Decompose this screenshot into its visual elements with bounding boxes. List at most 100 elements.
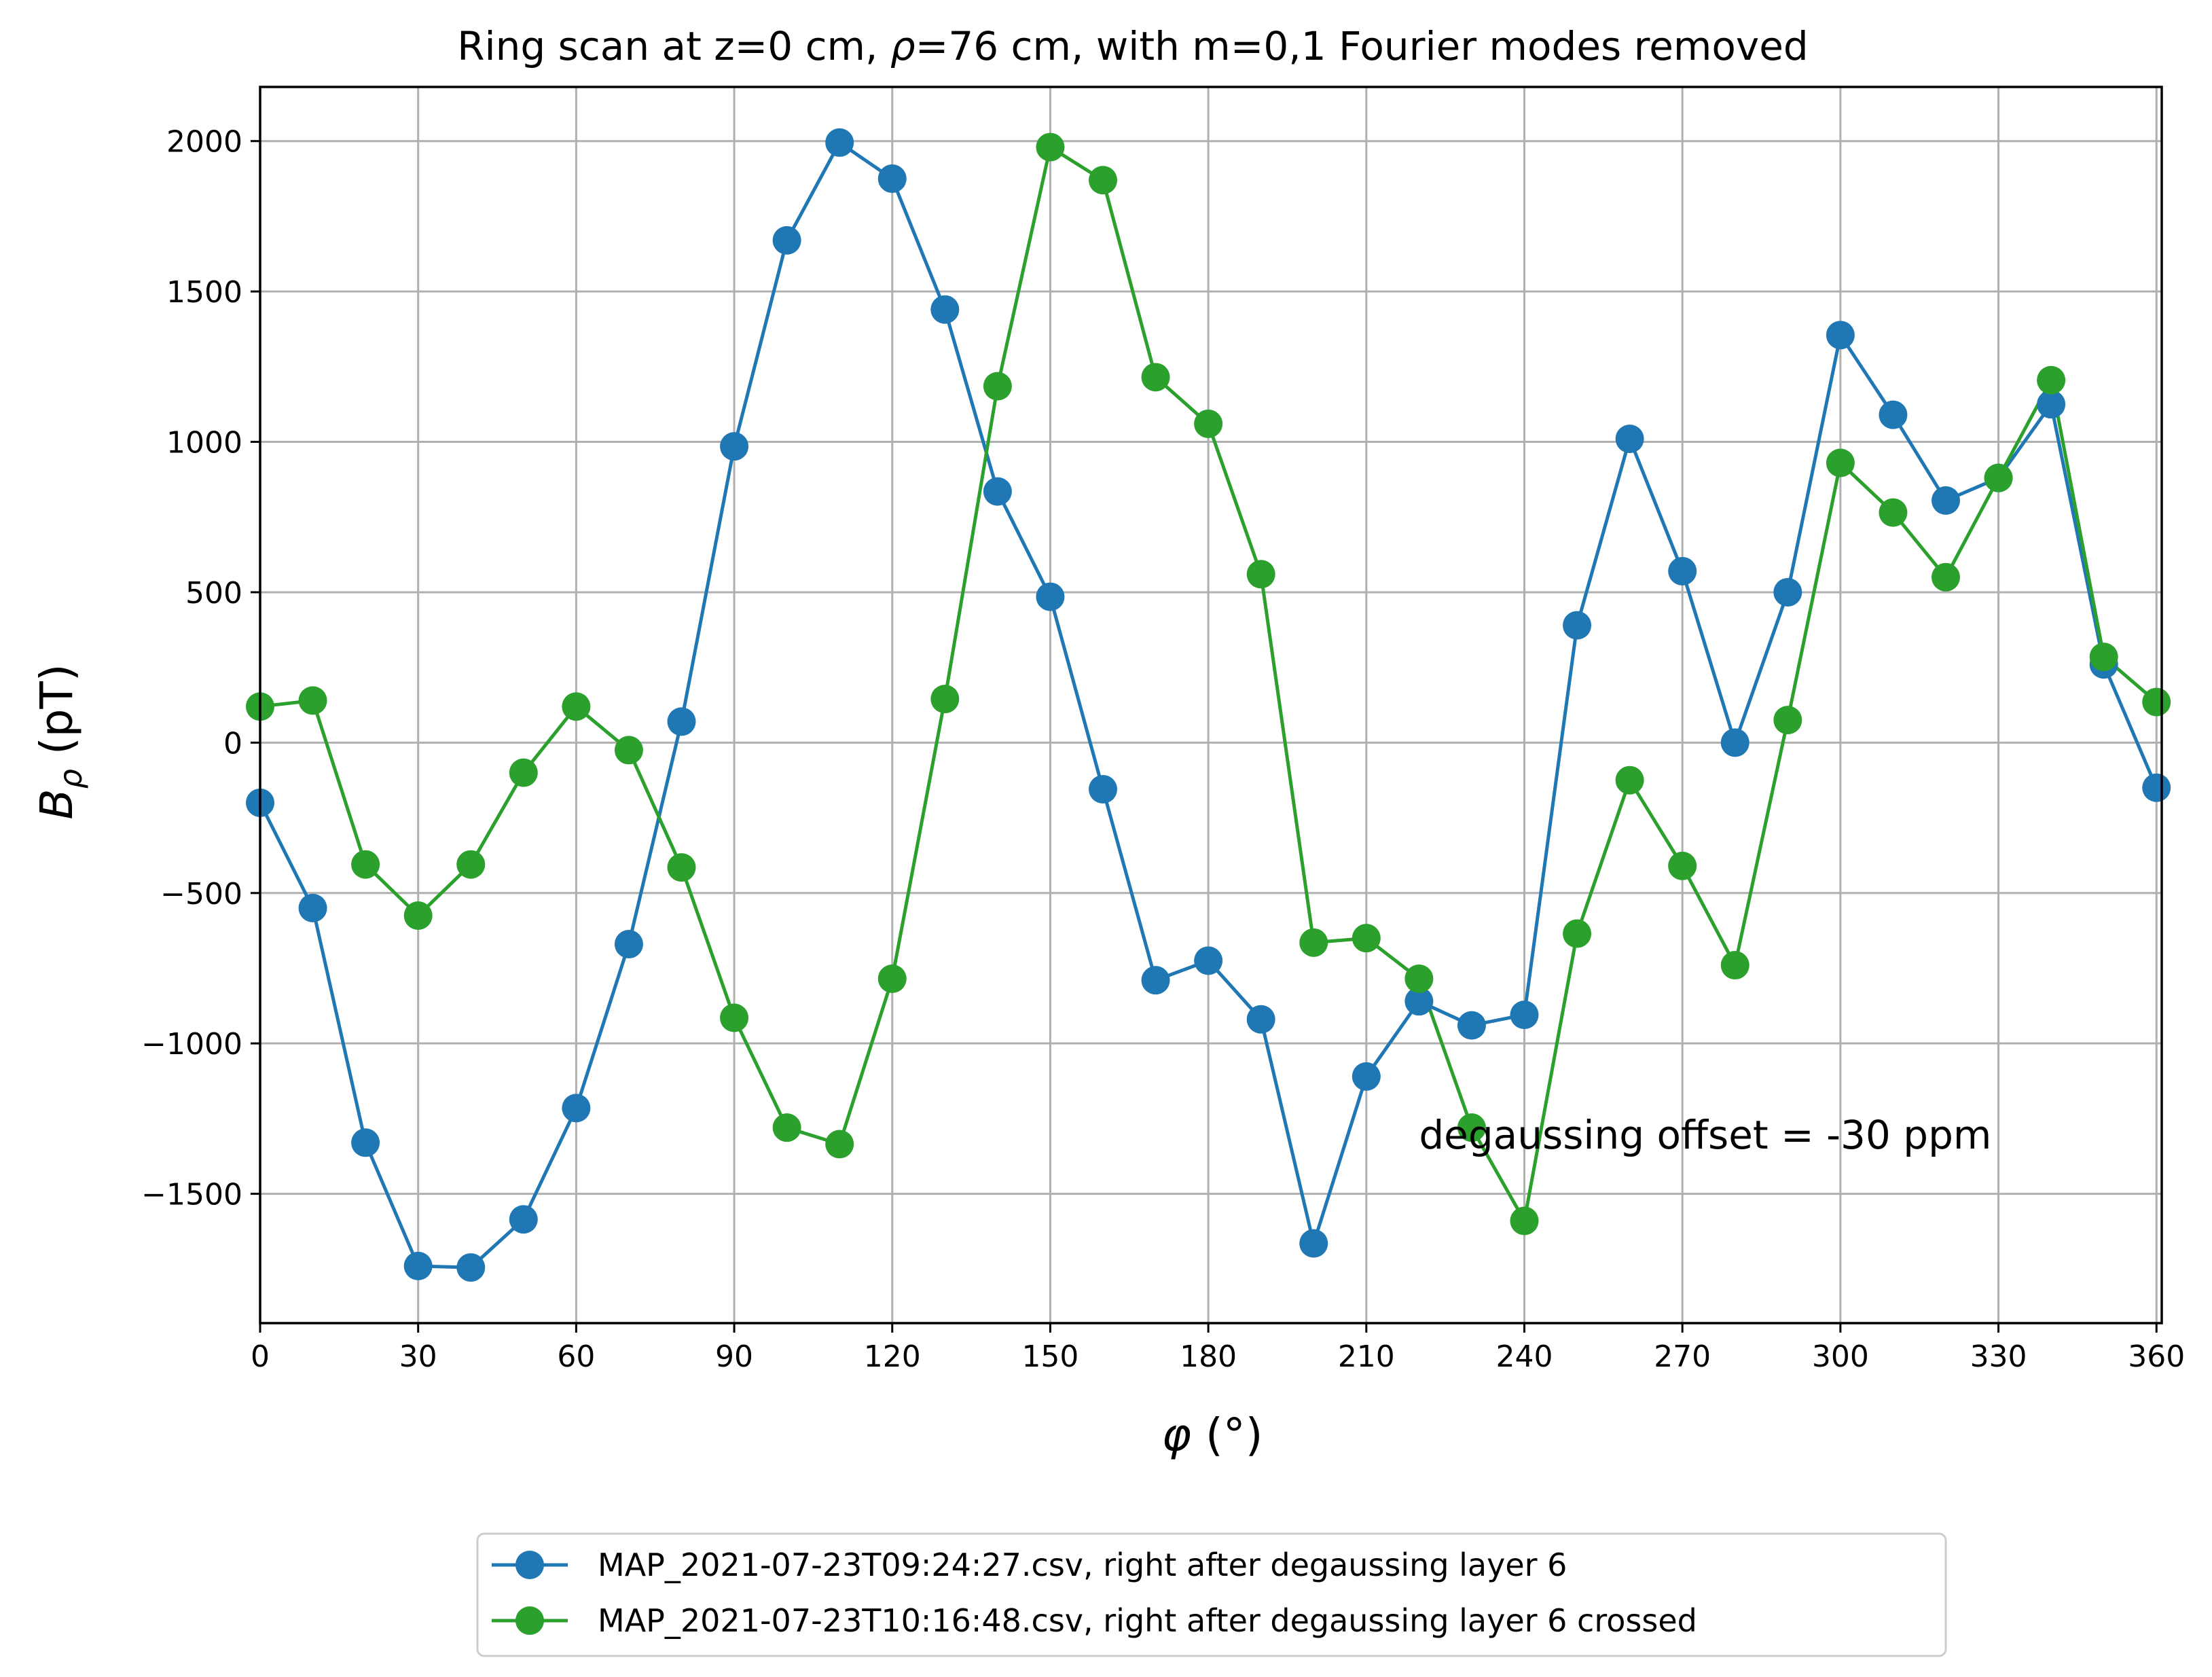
- legend-frame: [476, 1532, 1947, 1657]
- data-point: [930, 685, 960, 714]
- x-tick-label: 120: [864, 1339, 921, 1374]
- data-point: [562, 1094, 591, 1123]
- data-point: [1246, 1005, 1275, 1034]
- data-point: [509, 1205, 538, 1234]
- data-point: [1088, 166, 1117, 195]
- data-point: [1299, 928, 1328, 957]
- data-point: [825, 1130, 854, 1159]
- x-tick-label: 90: [715, 1339, 753, 1374]
- y-tick-label: 2000: [166, 125, 242, 160]
- data-point: [351, 1128, 380, 1157]
- data-point: [1826, 448, 1855, 477]
- x-tick-label: 270: [1654, 1339, 1711, 1374]
- data-point: [456, 850, 486, 879]
- data-point: [1668, 556, 1697, 585]
- data-point: [298, 893, 327, 922]
- data-point: [1879, 498, 1908, 527]
- data-point: [1141, 966, 1170, 995]
- data-point: [562, 692, 591, 721]
- data-point: [1879, 400, 1908, 429]
- data-point: [1404, 987, 1434, 1016]
- x-tick-label: 180: [1180, 1339, 1237, 1374]
- data-point: [1036, 582, 1065, 611]
- data-point: [1404, 964, 1434, 993]
- data-point: [1773, 706, 1802, 735]
- data-point: [1668, 851, 1697, 880]
- data-point: [1352, 1062, 1381, 1091]
- series-markers-1: [246, 128, 2171, 1282]
- y-tick-label: −1000: [141, 1027, 242, 1062]
- data-point: [614, 930, 643, 959]
- x-tick-label: 0: [251, 1339, 270, 1374]
- data-point: [1510, 1000, 1539, 1030]
- degaussing-offset-annotation: degaussing offset = -30 ppm: [1419, 1112, 1991, 1158]
- legend-label-series-1: MAP_2021-07-23T09:24:27.csv, right after…: [598, 1547, 1567, 1583]
- data-point: [1826, 321, 1855, 350]
- y-tick-label: −500: [160, 877, 242, 912]
- data-point: [1299, 1229, 1328, 1258]
- data-point: [983, 477, 1012, 506]
- data-point: [1563, 611, 1592, 640]
- data-point: [1352, 924, 1381, 953]
- y-axis-label: Bρ (pT): [31, 664, 89, 819]
- data-point: [1984, 463, 2013, 492]
- data-point: [877, 164, 907, 194]
- data-point: [825, 128, 854, 157]
- legend-label-series-2: MAP_2021-07-23T10:16:48.csv, right after…: [598, 1602, 1697, 1639]
- data-point: [403, 901, 433, 930]
- data-point: [1773, 577, 1802, 607]
- data-point: [2089, 643, 2118, 672]
- data-point: [2037, 365, 2066, 395]
- data-point: [2142, 687, 2171, 717]
- data-point: [614, 736, 643, 765]
- y-tick-label: 1500: [166, 275, 242, 310]
- data-point: [720, 432, 749, 461]
- y-tick-label: 0: [223, 726, 242, 761]
- data-point: [1246, 560, 1275, 589]
- data-point: [667, 707, 696, 736]
- x-tick-label: 300: [1812, 1339, 1869, 1374]
- data-point: [1931, 562, 1960, 592]
- data-point: [1720, 728, 1749, 757]
- x-tick-label: 360: [2128, 1339, 2185, 1374]
- legend-swatch-marker-series-2: [515, 1606, 544, 1635]
- data-point: [2142, 773, 2171, 802]
- y-tick-label: 500: [185, 576, 242, 611]
- data-point: [509, 758, 538, 787]
- data-point: [1931, 486, 1960, 515]
- data-point: [877, 964, 907, 993]
- series-points: [246, 128, 2171, 1282]
- data-point: [1457, 1011, 1486, 1040]
- data-point: [772, 1113, 801, 1142]
- data-point: [1510, 1206, 1539, 1236]
- data-point: [720, 1003, 749, 1032]
- x-tick-label: 240: [1496, 1339, 1553, 1374]
- data-point: [2037, 390, 2066, 419]
- x-tick-label: 30: [399, 1339, 437, 1374]
- plot-frame: [259, 86, 2163, 1324]
- data-point: [1615, 425, 1644, 454]
- data-point: [1194, 409, 1223, 438]
- x-tick-label: 330: [1970, 1339, 2027, 1374]
- y-tick-label: −1500: [141, 1178, 242, 1212]
- legend-entry-series-2: MAP_2021-07-23T10:16:48.csv, right after…: [492, 1602, 1697, 1639]
- y-tick-label: 1000: [166, 426, 242, 461]
- data-point: [930, 295, 960, 324]
- data-point: [403, 1251, 433, 1280]
- chart-title: Ring scan at z=0 cm, ρ=76 cm, with m=0,1…: [457, 23, 1809, 69]
- data-point: [1457, 1113, 1486, 1142]
- x-tick-label: 210: [1338, 1339, 1395, 1374]
- data-point: [772, 226, 801, 255]
- x-tick-label: 60: [557, 1339, 595, 1374]
- data-point: [1088, 774, 1117, 804]
- data-point: [1720, 951, 1749, 980]
- y-axis-ticks: −1500 −1000 −500 0 500 1000 1500 2000: [141, 125, 260, 1212]
- data-point: [456, 1253, 486, 1282]
- legend: MAP_2021-07-23T09:24:27.csv, right after…: [476, 1532, 1947, 1657]
- data-point: [1036, 132, 1065, 162]
- x-axis-label: φ (°): [1161, 1409, 1263, 1461]
- data-point: [1615, 765, 1644, 795]
- data-point: [1194, 946, 1223, 975]
